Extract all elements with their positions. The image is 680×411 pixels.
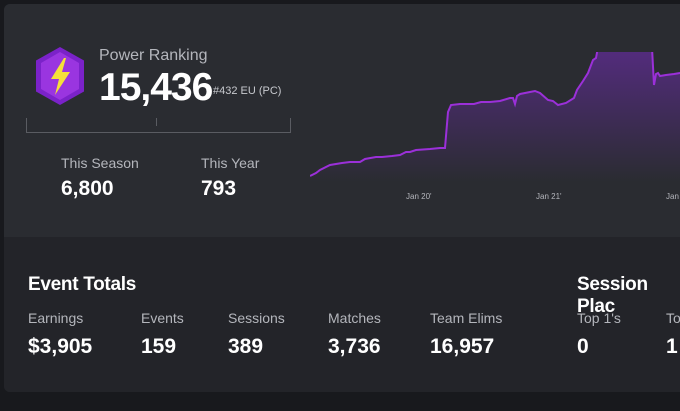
earnings-label: Earnings <box>28 310 84 326</box>
this-year-value: 793 <box>201 177 237 200</box>
events-value: 159 <box>141 335 177 358</box>
sessions-value: 389 <box>228 335 264 358</box>
matches-label: Matches <box>328 310 381 326</box>
stats-bracket-divider <box>26 118 291 133</box>
lightning-hex-icon <box>36 47 84 105</box>
stats-bracket-tick <box>156 118 157 126</box>
power-ranking-label: Power Ranking <box>99 47 208 64</box>
team-elims-value: 16,957 <box>430 335 495 358</box>
sessions-label: Sessions <box>228 310 285 326</box>
chart-area-fill <box>310 52 680 182</box>
event-totals-panel <box>4 237 680 392</box>
this-year-label: This Year <box>201 155 260 171</box>
power-ranking-chart[interactable]: Jan 20' Jan 21' Jan 2 <box>310 52 680 202</box>
top-placement-label: To <box>666 310 680 326</box>
this-season-label: This Season <box>61 155 139 171</box>
session-placements-title: Session Plac <box>577 274 648 317</box>
x-tick-label: Jan 21' <box>536 192 562 201</box>
this-season-value: 6,800 <box>61 177 114 200</box>
chart-series-line <box>310 52 680 177</box>
top1-value: 0 <box>577 335 589 358</box>
matches-value: 3,736 <box>328 335 381 358</box>
event-totals-title: Event Totals <box>28 274 136 295</box>
x-tick-label: Jan 20' <box>406 192 432 201</box>
power-ranking-rank: #432 EU (PC) <box>213 85 282 97</box>
top1-label: Top 1's <box>577 310 621 326</box>
earnings-value: $3,905 <box>28 335 93 358</box>
team-elims-label: Team Elims <box>430 310 503 326</box>
top-placement-value: 1 <box>666 335 678 358</box>
x-tick-label: Jan 2 <box>666 192 680 201</box>
events-label: Events <box>141 310 184 326</box>
power-ranking-value: 15,436 <box>99 66 213 109</box>
